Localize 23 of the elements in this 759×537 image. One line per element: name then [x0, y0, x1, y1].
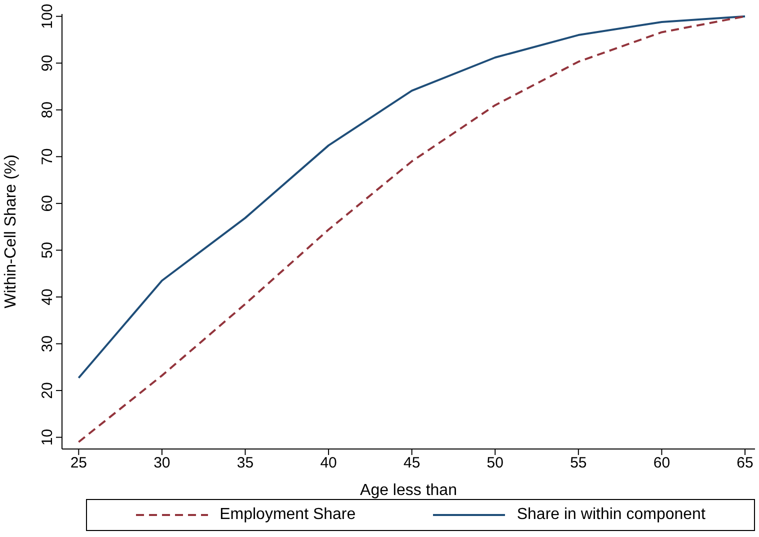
x-tick-label: 35: [236, 454, 254, 472]
y-tick-label: 10: [39, 428, 56, 446]
x-tick-label: 65: [736, 454, 754, 472]
y-tick-label: 20: [39, 382, 56, 399]
y-tick-label: 80: [39, 102, 56, 118]
y-axis-title: Within-Cell Share (%): [2, 154, 20, 308]
y-tick-label: 30: [39, 335, 56, 352]
legend-label: Share in within component: [516, 506, 706, 524]
legend-label: Employment Share: [218, 506, 356, 524]
x-axis-title: Age less than: [360, 482, 457, 499]
x-tick-label: 25: [70, 454, 87, 472]
y-tick-label: 50: [39, 242, 56, 259]
x-tick-label: 50: [486, 454, 504, 472]
x-tick-label: 40: [320, 454, 337, 472]
y-tick-label: 60: [39, 195, 56, 212]
x-tick-label: 60: [653, 454, 670, 472]
y-tick-label: 40: [39, 288, 56, 306]
y-tick-label: 100: [39, 4, 56, 29]
x-tick-label: 30: [154, 454, 170, 472]
x-tick-label: 55: [570, 454, 587, 472]
x-tick-label: 45: [403, 454, 420, 472]
y-tick-label: 70: [39, 148, 56, 166]
y-tick-label: 90: [39, 54, 56, 72]
